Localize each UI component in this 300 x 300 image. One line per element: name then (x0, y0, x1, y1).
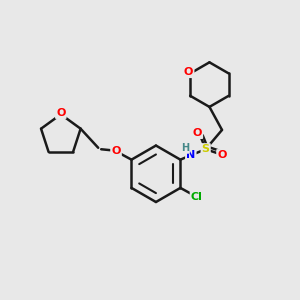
Text: O: O (56, 108, 65, 118)
Text: N: N (186, 150, 195, 160)
Text: O: O (184, 67, 193, 77)
Text: O: O (193, 128, 202, 138)
Text: O: O (111, 146, 121, 156)
Text: S: S (202, 144, 210, 154)
Text: Cl: Cl (191, 192, 203, 202)
Text: H: H (181, 143, 189, 153)
Text: O: O (217, 150, 227, 160)
